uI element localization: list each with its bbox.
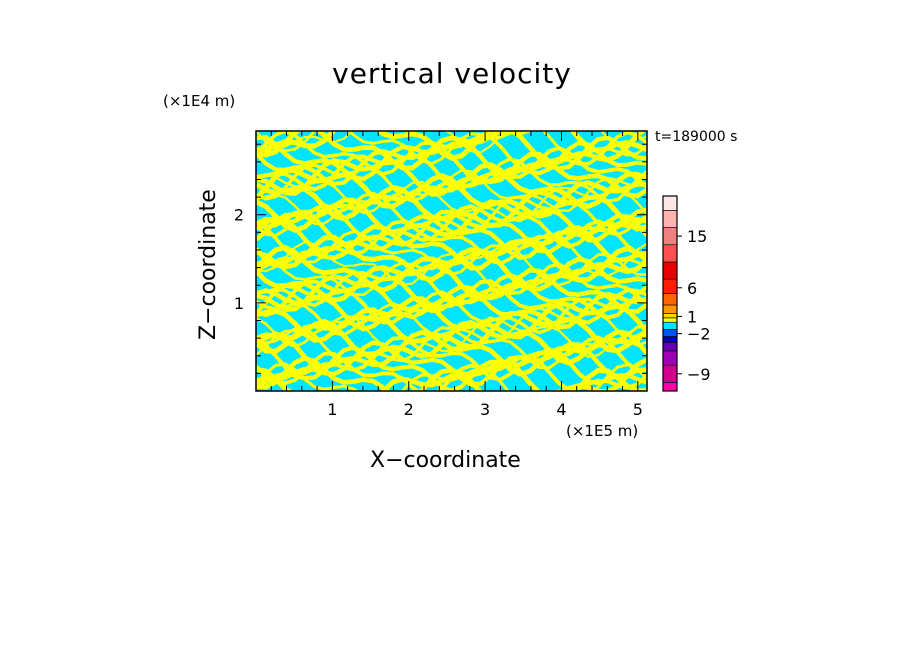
field-band — [256, 252, 647, 297]
colorbar-band — [662, 227, 678, 246]
colorbar-band — [662, 293, 678, 306]
y-axis: 12 — [234, 143, 647, 374]
x-tick-label: 1 — [327, 400, 337, 419]
colorbar-band — [662, 261, 678, 280]
colorbar-band — [662, 244, 678, 263]
colorbar-label: 1 — [687, 307, 697, 326]
field-band — [256, 203, 647, 249]
x-tick-label: 3 — [480, 400, 490, 419]
field-band — [256, 162, 647, 210]
field-band — [256, 256, 647, 303]
colorbar-band — [662, 195, 678, 211]
colorbar-label: −9 — [687, 365, 711, 384]
colorbar-band — [662, 321, 678, 330]
field-band — [256, 140, 647, 187]
y-tick-label: 2 — [234, 206, 244, 225]
colorbar-band — [662, 210, 678, 228]
colorbar-band — [662, 304, 678, 314]
colorbar-band — [662, 317, 678, 323]
field-band — [256, 172, 647, 222]
plot-frame — [255, 130, 648, 392]
colorbar-label: −2 — [687, 325, 711, 344]
colorbar-band — [662, 329, 678, 337]
field-band — [256, 131, 647, 154]
chart-title: vertical velocity — [332, 57, 572, 90]
field-band — [256, 191, 647, 238]
field-band — [256, 307, 647, 354]
field-band — [256, 366, 647, 391]
x-axis: 1 2 3 4 5 — [270, 131, 643, 419]
x-tick-label: 2 — [404, 400, 414, 419]
field-band — [256, 224, 647, 271]
colorbar: 15 6 1−2 −9 — [662, 195, 711, 392]
field-band — [256, 272, 647, 320]
time-label: t=189000 s — [655, 129, 738, 145]
x-axis-label: X−coordinate — [370, 448, 521, 473]
colorbar-band — [662, 350, 678, 366]
colorbar-band — [662, 382, 678, 392]
y-axis-unit: (×1E4 m) — [163, 92, 236, 110]
colorbar-label: 15 — [687, 227, 707, 246]
colorbar-band — [662, 278, 678, 294]
x-tick-label: 5 — [633, 400, 643, 419]
field-band — [256, 135, 647, 182]
field-band — [256, 318, 647, 366]
field-positive-bands — [256, 131, 647, 391]
colorbar-band — [662, 313, 678, 319]
colorbar-band — [662, 341, 678, 352]
y-tick-label: 1 — [234, 294, 244, 313]
x-tick-label: 4 — [556, 400, 566, 419]
field-band — [256, 296, 647, 343]
field-band — [256, 362, 647, 391]
colorbar-label: 6 — [687, 279, 697, 298]
colorbar-band — [662, 336, 678, 343]
x-axis-unit: (×1E5 m) — [566, 422, 639, 440]
colorbar-band — [662, 364, 678, 383]
colorbar-frame — [662, 195, 678, 392]
